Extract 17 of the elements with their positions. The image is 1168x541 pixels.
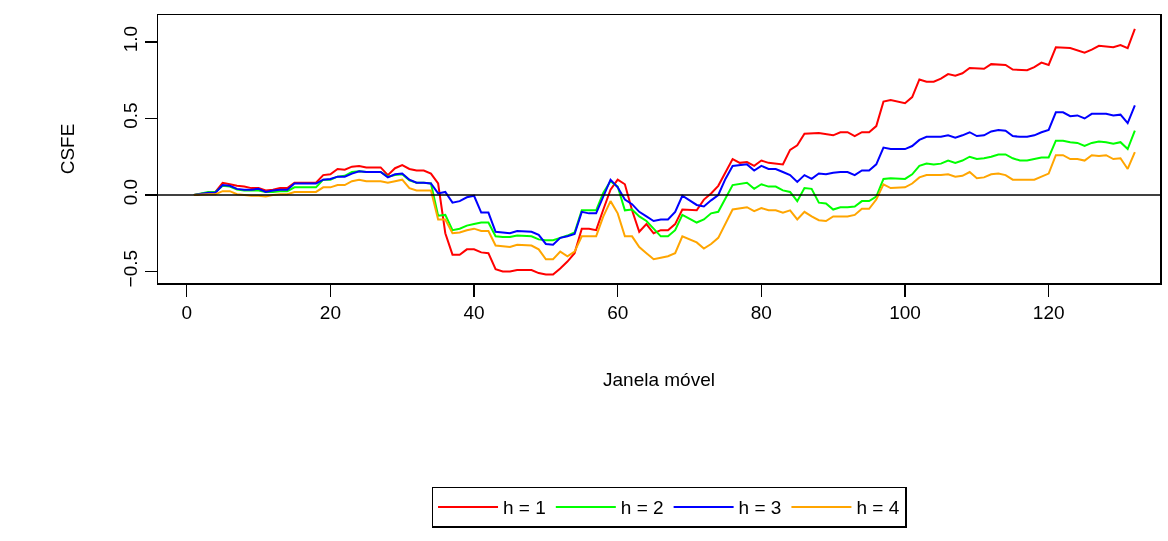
legend-label: h = 2: [620, 497, 664, 519]
legend-label: h = 1: [503, 497, 546, 519]
x-tick-label: 60: [607, 302, 629, 324]
x-tick-label: 80: [750, 302, 772, 324]
x-tick-label: 20: [319, 302, 341, 324]
x-tick-label: 100: [889, 302, 921, 324]
x-axis-title: Janela móvel: [603, 368, 715, 390]
legend-label: h = 3: [738, 497, 782, 519]
y-axis-title: CSFE: [57, 123, 78, 175]
x-tick-label: 0: [181, 302, 193, 324]
y-tick-label: 1.0: [119, 25, 141, 53]
legend-label: h = 4: [856, 497, 900, 519]
y-tick-label: −0.5: [119, 249, 141, 288]
y-tick-label: 0.5: [119, 102, 141, 129]
x-tick-label: 120: [1032, 302, 1065, 324]
y-tick-label: 0.0: [119, 178, 141, 206]
x-tick-label: 40: [463, 302, 485, 324]
